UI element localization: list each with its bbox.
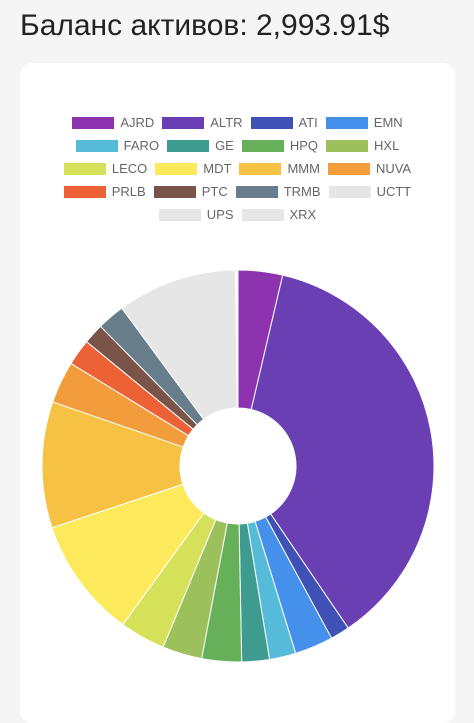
legend-label: ALTR <box>210 115 243 130</box>
slice-altr[interactable] <box>250 274 435 629</box>
legend-item-faro[interactable]: FARO <box>75 138 160 153</box>
legend-item-prlb[interactable]: PRLB <box>63 184 146 199</box>
legend-swatch <box>250 116 293 129</box>
legend-label: NUVA <box>375 161 412 176</box>
chart-legend: AJRD ALTR ATI EMN FARO GE HPQ HXL LECO MDT MMM NUVA… <box>20 111 455 226</box>
legend-label: UCTT <box>376 184 412 199</box>
legend-swatch <box>241 208 284 221</box>
legend-label: FARO <box>123 138 160 153</box>
legend-item-ge[interactable]: GE <box>167 138 234 153</box>
legend-swatch <box>153 185 196 198</box>
legend-swatch <box>167 139 210 152</box>
legend-item-hxl[interactable]: HXL <box>326 138 399 153</box>
legend-swatch <box>239 162 282 175</box>
legend-item-hpq[interactable]: HPQ <box>241 138 319 153</box>
legend-label: PRLB <box>111 184 146 199</box>
legend-swatch <box>162 116 205 129</box>
legend-item-mmm[interactable]: MMM <box>239 161 320 176</box>
legend-label: HPQ <box>289 138 319 153</box>
legend-item-uctt[interactable]: UCTT <box>328 184 412 199</box>
legend-swatch <box>241 139 284 152</box>
legend-item-leco[interactable]: LECO <box>63 161 148 176</box>
legend-swatch <box>72 116 115 129</box>
legend-row: AJRD ALTR ATI EMN <box>20 111 455 134</box>
legend-swatch <box>326 139 369 152</box>
legend-item-ptc[interactable]: PTC <box>153 184 228 199</box>
legend-item-xrx[interactable]: XRX <box>241 207 317 222</box>
legend-label: MMM <box>287 161 320 176</box>
legend-row: LECO MDT MMM NUVA <box>20 157 455 180</box>
legend-item-emn[interactable]: EMN <box>325 115 403 130</box>
legend-label: UPS <box>206 207 234 222</box>
legend-label: HXL <box>374 138 400 153</box>
legend-label: ATI <box>298 115 318 130</box>
legend-item-ati[interactable]: ATI <box>250 115 318 130</box>
legend-label: XRX <box>289 207 317 222</box>
legend-swatch <box>63 185 106 198</box>
slice-mdt[interactable] <box>51 483 205 626</box>
legend-swatch <box>325 116 368 129</box>
slice-xrx[interactable] <box>236 269 239 409</box>
legend-swatch <box>235 185 278 198</box>
legend-label: AJRD <box>120 115 155 130</box>
legend-label: GE <box>215 138 234 153</box>
legend-item-nuva[interactable]: NUVA <box>327 161 412 176</box>
legend-swatch <box>63 162 106 175</box>
legend-item-trmb[interactable]: TRMB <box>235 184 321 199</box>
legend-swatch <box>155 162 198 175</box>
legend-label: TRMB <box>283 184 321 199</box>
legend-label: LECO <box>111 161 148 176</box>
legend-swatch <box>158 208 201 221</box>
legend-swatch <box>328 185 371 198</box>
legend-item-mdt[interactable]: MDT <box>155 161 231 176</box>
legend-row: PRLB PTC TRMB UCTT <box>20 180 455 203</box>
legend-item-ups[interactable]: UPS <box>158 207 234 222</box>
legend-label: EMN <box>373 115 403 130</box>
legend-label: PTC <box>201 184 228 199</box>
legend-row: FARO GE HPQ HXL <box>20 134 455 157</box>
slice-uctt[interactable] <box>121 269 238 420</box>
slice-mmm[interactable] <box>41 401 184 529</box>
legend-item-altr[interactable]: ALTR <box>162 115 243 130</box>
legend-label: MDT <box>203 161 232 176</box>
legend-swatch <box>75 139 118 152</box>
legend-swatch <box>327 162 370 175</box>
page-title: Баланс активов: 2,993.91$ <box>20 9 390 42</box>
legend-item-ajrd[interactable]: AJRD <box>72 115 154 130</box>
legend-row: UPS XRX <box>20 203 455 226</box>
